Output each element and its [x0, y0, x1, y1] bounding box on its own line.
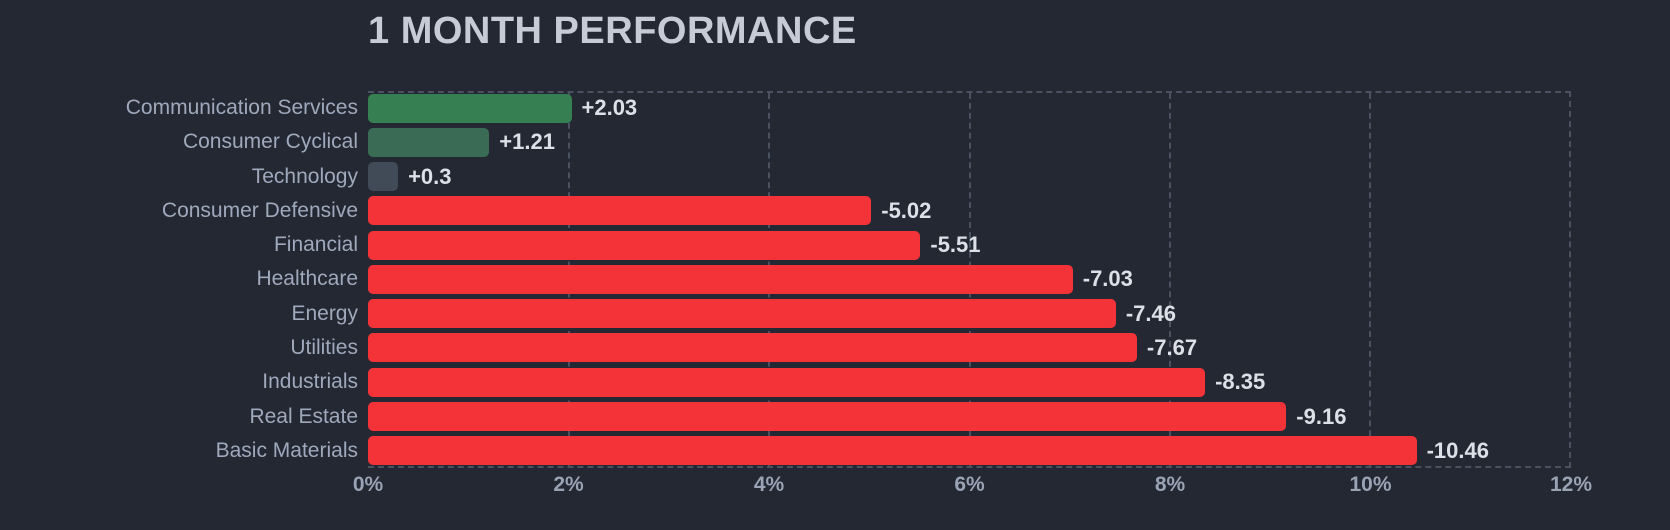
chart-row: Healthcare -7.03	[0, 262, 1571, 296]
bar-value-label: -7.67	[1146, 334, 1198, 360]
performance-bar[interactable]: -5.51	[368, 230, 981, 260]
bar-track: -7.03	[368, 262, 1571, 296]
category-label: Financial	[273, 233, 358, 257]
chart-row: Real Estate -9.16	[0, 399, 1571, 433]
x-tick-label: 2%	[553, 473, 584, 496]
category-label: Consumer Cyclical	[182, 130, 358, 154]
chart-row: Communication Services +2.03	[0, 91, 1571, 125]
chart-row: Energy -7.46	[0, 297, 1571, 331]
category-label: Energy	[291, 301, 358, 325]
bar-value-label: -10.46	[1426, 437, 1489, 463]
bar-value-label: -5.51	[930, 232, 981, 258]
category-label: Utilities	[290, 335, 358, 359]
chart-row: Financial -5.51	[0, 228, 1571, 262]
performance-bar[interactable]: -9.16	[368, 402, 1346, 432]
category-label: Healthcare	[256, 267, 358, 291]
bar-track: -10.46	[368, 434, 1571, 468]
category-label: Technology	[251, 164, 358, 188]
performance-bar[interactable]: +2.03	[368, 93, 637, 123]
bar-value-label: -5.02	[881, 197, 932, 223]
bar-track: -8.35	[368, 365, 1571, 399]
x-tick-label: 10%	[1349, 473, 1392, 496]
bar-track: +1.21	[368, 125, 1571, 159]
chart-title: 1 MONTH PERFORMANCE	[368, 10, 857, 52]
bar-track: -5.51	[368, 228, 1571, 262]
performance-bar[interactable]: +0.3	[368, 162, 452, 192]
bar-value-label: +2.03	[581, 95, 638, 121]
category-label: Basic Materials	[215, 438, 358, 462]
bar-value-label: -8.35	[1215, 369, 1266, 395]
performance-bar[interactable]: -10.46	[368, 436, 1489, 466]
chart-row: Technology +0.3	[0, 160, 1571, 194]
x-tick-label: 0%	[352, 473, 384, 496]
bar-value-label: +1.21	[499, 129, 555, 155]
chart-row: Consumer Defensive -5.02	[0, 194, 1571, 228]
bar-value-label: -9.16	[1296, 403, 1347, 429]
category-label: Consumer Defensive	[161, 198, 358, 222]
bar-value-label: -7.03	[1082, 266, 1133, 292]
bar-chart: Communication Services +2.03 Consumer Cy…	[0, 91, 1571, 468]
bar-track: -7.46	[368, 297, 1571, 331]
chart-row: Basic Materials -10.46	[0, 434, 1571, 468]
performance-bar[interactable]: -7.03	[368, 264, 1133, 294]
bar-track: -5.02	[368, 194, 1571, 228]
x-tick-label: 12%	[1549, 473, 1593, 496]
chart-row: Consumer Cyclical +1.21	[0, 125, 1571, 159]
bar-track: +2.03	[368, 91, 1571, 125]
chart-row: Industrials -8.35	[0, 365, 1571, 399]
x-tick-label: 8%	[1154, 473, 1186, 496]
bar-track: +0.3	[368, 160, 1571, 194]
performance-bar[interactable]: -7.46	[368, 299, 1176, 329]
bar-track: -7.67	[368, 331, 1571, 365]
x-tick-label: 4%	[753, 473, 785, 496]
bar-track: -9.16	[368, 399, 1571, 433]
category-label: Real Estate	[249, 404, 358, 428]
performance-bar[interactable]: -8.35	[368, 367, 1265, 397]
performance-bar[interactable]: -7.67	[368, 333, 1197, 363]
chart-row: Utilities -7.67	[0, 331, 1571, 365]
performance-bar[interactable]: -5.02	[368, 196, 931, 226]
x-tick-label: 6%	[954, 473, 985, 496]
bar-value-label: -7.46	[1125, 300, 1177, 326]
category-label: Communication Services	[125, 96, 358, 120]
bar-value-label: +0.3	[408, 163, 452, 189]
category-label: Industrials	[262, 370, 358, 394]
performance-bar[interactable]: +1.21	[368, 127, 555, 157]
x-axis: 0% 2% 4% 6% 8% 10% 12%	[353, 473, 1592, 503]
